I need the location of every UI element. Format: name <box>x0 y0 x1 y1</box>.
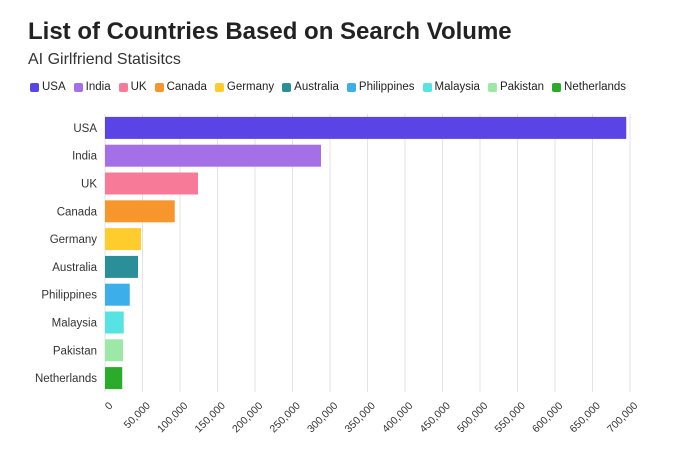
bars <box>105 116 627 390</box>
legend-label: Philippines <box>358 81 415 93</box>
legend-item-philippines: Philippines <box>346 81 415 93</box>
legend-item-germany: Germany <box>214 81 275 93</box>
legend-item-canada: Canada <box>154 81 207 93</box>
x-tick-label: 700,000 <box>605 400 640 435</box>
bar-canada <box>105 200 175 223</box>
legend-item-usa: USA <box>30 81 66 93</box>
x-tick-label: 300,000 <box>305 400 340 435</box>
bar-usa <box>105 116 627 139</box>
bar-netherlands <box>105 367 123 390</box>
legend-item-malaysia: Malaysia <box>422 81 480 93</box>
legend-swatch <box>282 82 292 92</box>
category-label-pakistan: Pakistan <box>53 345 97 357</box>
legend-item-pakistan: Pakistan <box>487 81 545 93</box>
legend-label: USA <box>42 81 66 93</box>
category-label-malaysia: Malaysia <box>52 318 98 330</box>
legend-label: Canada <box>166 81 207 93</box>
legend-swatch <box>214 82 224 92</box>
legend-item-netherlands: Netherlands <box>552 81 626 93</box>
legend-swatch <box>154 82 164 92</box>
category-label-netherlands: Netherlands <box>35 373 97 385</box>
x-tick-label: 400,000 <box>380 400 415 435</box>
legend-item-uk: UK <box>118 81 147 93</box>
legend-label: India <box>85 81 111 93</box>
x-tick-label: 250,000 <box>268 400 303 435</box>
chart-legend: USA India UK Canada Germany Australia Philippi… <box>30 81 626 93</box>
bar-india <box>105 144 321 167</box>
bar-philippines <box>105 283 130 306</box>
legend-swatch <box>346 82 356 92</box>
legend-label: Malaysia <box>434 81 480 93</box>
x-tick-label: 450,000 <box>418 400 453 435</box>
legend-swatch <box>422 82 432 92</box>
category-label-india: India <box>72 151 98 163</box>
legend-swatch <box>73 82 83 92</box>
category-label-usa: USA <box>73 123 97 135</box>
x-tick-label: 550,000 <box>493 400 528 435</box>
bar-uk <box>105 172 198 195</box>
chart-subtitle: AI Girlfriend Statisitcs <box>28 51 181 68</box>
x-tick-label: 600,000 <box>530 400 565 435</box>
x-tick-label: 650,000 <box>568 400 603 435</box>
legend-label: Germany <box>226 81 275 93</box>
bar-malaysia <box>105 311 124 334</box>
bar-germany <box>105 228 141 251</box>
x-tick-label: 100,000 <box>155 400 190 435</box>
x-tick-label: 200,000 <box>230 400 265 435</box>
x-tick-label: 350,000 <box>343 400 378 435</box>
tick-labels: 0 50,000 100,000 150,000 200,000 250,000 300,0… <box>103 400 641 435</box>
legend-swatch <box>552 82 562 92</box>
legend-item-india: India <box>73 81 111 93</box>
legend-label: Pakistan <box>499 81 545 93</box>
chart-title: List of Countries Based on Search Volume <box>28 18 512 45</box>
legend-swatch <box>118 82 128 92</box>
x-tick-label: 0 <box>103 400 116 413</box>
bar-australia <box>105 255 138 278</box>
legend-item-australia: Australia <box>282 81 339 93</box>
x-tick-label: 50,000 <box>122 400 153 431</box>
legend-swatch <box>30 82 39 92</box>
category-label-philippines: Philippines <box>41 290 97 302</box>
x-tick-label: 500,000 <box>455 400 490 435</box>
category-label-australia: Australia <box>52 262 97 274</box>
category-label-uk: UK <box>81 179 97 191</box>
category-labels: USA India UK Canada Germany Australia Philippi… <box>35 123 98 385</box>
legend-label: UK <box>130 81 147 93</box>
legend-swatch <box>487 82 497 92</box>
category-label-canada: Canada <box>57 206 98 218</box>
legend-label: Australia <box>294 81 339 93</box>
x-tick-label: 150,000 <box>193 400 228 435</box>
bar-pakistan <box>105 339 123 362</box>
category-label-germany: Germany <box>50 234 98 246</box>
legend-label: Netherlands <box>564 81 627 93</box>
